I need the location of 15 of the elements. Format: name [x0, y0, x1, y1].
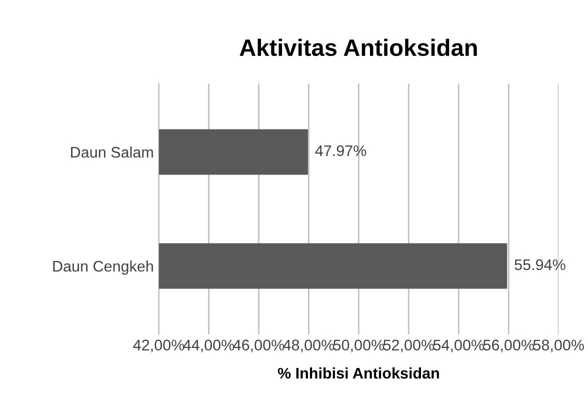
x-tick-label: 58,00% — [533, 340, 584, 352]
x-tick-label: 52,00% — [383, 340, 434, 352]
x-tick-label: 48,00% — [283, 340, 334, 352]
y-tick-label: Daun Salam — [71, 146, 153, 158]
x-tick-label: 50,00% — [333, 340, 384, 352]
chart-title: Aktivitas Antioksidan — [240, 38, 477, 56]
x-tick-label: 56,00% — [483, 340, 534, 352]
x-tick-label: 42,00% — [133, 340, 184, 352]
data-label: 55.94% — [514, 259, 566, 270]
x-axis-title: % Inhibisi Antioksidan — [278, 367, 439, 379]
x-tick-label: 54,00% — [433, 340, 484, 352]
x-tick-label: 44,00% — [183, 340, 234, 352]
x-tick-label: 46,00% — [233, 340, 284, 352]
y-tick-label: Daun Cengkeh — [53, 260, 153, 275]
data-label: 47.97% — [315, 145, 366, 156]
